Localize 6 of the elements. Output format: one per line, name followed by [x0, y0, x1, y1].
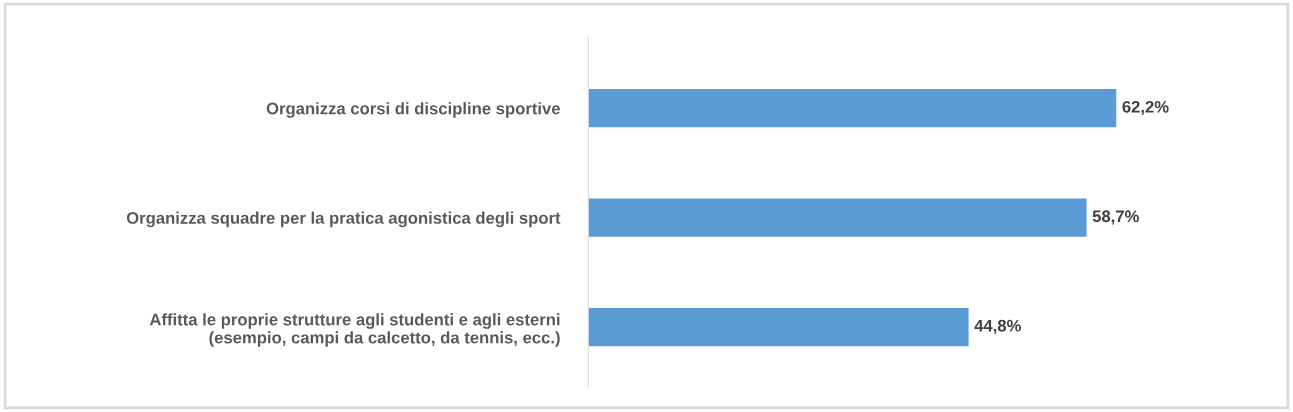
y-tick-label: Affitta le proprie strutture agli studenti e agli esterni (esempio, campi da calcetto, da tennis, ecc.)	[149, 313, 560, 347]
data-label: 58,7%	[1092, 210, 1139, 225]
data-label: 44,8%	[974, 319, 1021, 334]
y-tick-label: Organizza squadre per la pratica agonistica degli sport	[126, 211, 561, 228]
y-tick-label: Organizza corsi di discipline sportive	[266, 102, 560, 118]
data-label: 62,2%	[1122, 100, 1169, 116]
